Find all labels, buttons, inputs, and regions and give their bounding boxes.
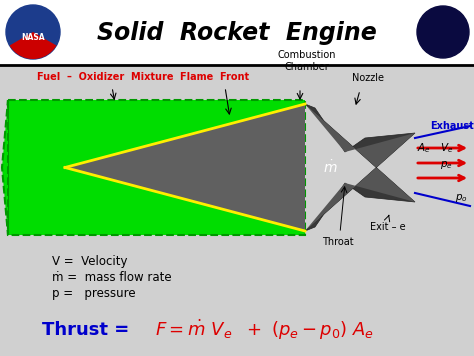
Text: $p_e$: $p_e$ <box>440 159 453 171</box>
Text: $p_o$: $p_o$ <box>455 192 468 204</box>
Text: p =   pressure: p = pressure <box>52 287 136 300</box>
Text: Thrust =: Thrust = <box>42 321 129 339</box>
Text: Fuel  –  Oxidizer  Mixture: Fuel – Oxidizer Mixture <box>37 72 173 82</box>
Polygon shape <box>305 104 415 231</box>
Text: $A_e$: $A_e$ <box>417 141 431 155</box>
Text: Flame  Front: Flame Front <box>181 72 250 82</box>
Text: Combustion
Chamber: Combustion Chamber <box>278 51 336 72</box>
Text: Exit – e: Exit – e <box>370 222 406 232</box>
Text: V =  Velocity: V = Velocity <box>52 255 128 268</box>
Text: Exhaust: Exhaust <box>430 121 474 131</box>
Circle shape <box>417 6 469 58</box>
Bar <box>0 0 474 65</box>
Polygon shape <box>305 104 415 231</box>
Circle shape <box>6 5 60 59</box>
Text: Nozzle: Nozzle <box>352 73 384 83</box>
Polygon shape <box>65 104 305 231</box>
Text: ṁ =  mass flow rate: ṁ = mass flow rate <box>52 271 172 284</box>
Text: NASA: NASA <box>21 33 45 42</box>
Text: $F = \dot{m}\ V_e\ \ +\ (p_e - p_0)\ A_e$: $F = \dot{m}\ V_e\ \ +\ (p_e - p_0)\ A_e… <box>155 318 374 342</box>
Text: $\dot{m}$: $\dot{m}$ <box>323 159 337 176</box>
Wedge shape <box>9 32 56 59</box>
Text: Solid  Rocket  Engine: Solid Rocket Engine <box>97 21 377 45</box>
Polygon shape <box>2 100 8 235</box>
Text: $V_e$: $V_e$ <box>440 141 453 155</box>
Bar <box>0 65 474 356</box>
Bar <box>8 100 305 235</box>
Text: Throat: Throat <box>322 237 354 247</box>
